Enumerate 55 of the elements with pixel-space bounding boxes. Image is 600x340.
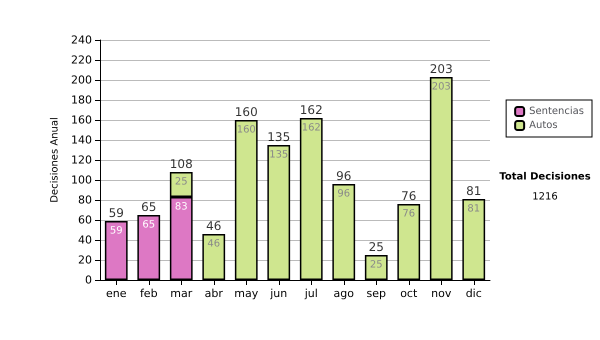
x-tick-label: jul (304, 287, 318, 300)
y-tick-label: 220 (71, 54, 92, 66)
data-label: 65 (142, 220, 156, 230)
y-tick-label: 60 (78, 214, 92, 226)
data-label: 83 (174, 202, 188, 212)
data-label: 59 (110, 226, 123, 236)
legend-label: Sentencias (529, 106, 584, 117)
text: Total Decisiones (499, 172, 591, 182)
total-label: 203 (430, 62, 453, 76)
y-tick-label: 180 (71, 94, 92, 106)
total-label: 65 (141, 200, 156, 214)
total-label: 59 (108, 206, 124, 220)
y-tick-label: 20 (78, 254, 92, 266)
total-label: 46 (206, 219, 222, 233)
total-label: 135 (267, 130, 290, 144)
total-label: 81 (466, 184, 482, 198)
data-label: 96 (337, 188, 350, 200)
y-tick-label: 140 (71, 134, 92, 146)
y-axis-title: Decisiones Anual (50, 117, 61, 203)
data-label: 46 (207, 238, 220, 250)
data-label: 135 (269, 150, 288, 160)
data-label: 25 (370, 260, 383, 270)
total-label: 108 (170, 157, 193, 171)
y-tick-label: 80 (78, 194, 92, 206)
data-label: 81 (467, 204, 480, 214)
data-label: 162 (302, 122, 321, 134)
x-tick-label: dic (466, 287, 482, 300)
x-tick-label: mar (170, 287, 193, 300)
y-tick-label: 240 (71, 34, 92, 46)
total-label: 162 (300, 103, 323, 117)
x-tick-label: may (234, 287, 259, 300)
x-tick-label: jun (269, 287, 288, 300)
total-label: 160 (234, 105, 258, 119)
y-tick-label: 200 (71, 74, 92, 86)
x-tick-label: nov (431, 287, 452, 300)
x-tick-label: feb (140, 287, 158, 300)
y-tick-label: 120 (71, 154, 92, 166)
data-label: 25 (174, 176, 188, 188)
total-label: 25 (368, 240, 384, 254)
legend-label: Autos (529, 120, 558, 131)
total-label: 96 (336, 169, 352, 183)
y-tick-label: 100 (71, 174, 92, 186)
x-tick-label: sep (366, 287, 386, 300)
x-tick-label: oct (400, 287, 418, 300)
x-tick-label: ene (106, 287, 127, 300)
x-tick-label: ago (334, 287, 354, 300)
text: 1216 (532, 192, 558, 202)
y-tick-label: 160 (71, 114, 92, 126)
x-tick-label: abr (204, 287, 224, 300)
y-tick-label: 0 (85, 274, 92, 286)
y-tick-label: 40 (78, 234, 92, 246)
data-label: 203 (432, 82, 451, 92)
data-label: 160 (236, 124, 256, 136)
data-label: 76 (402, 208, 416, 220)
total-label: 76 (401, 189, 416, 203)
